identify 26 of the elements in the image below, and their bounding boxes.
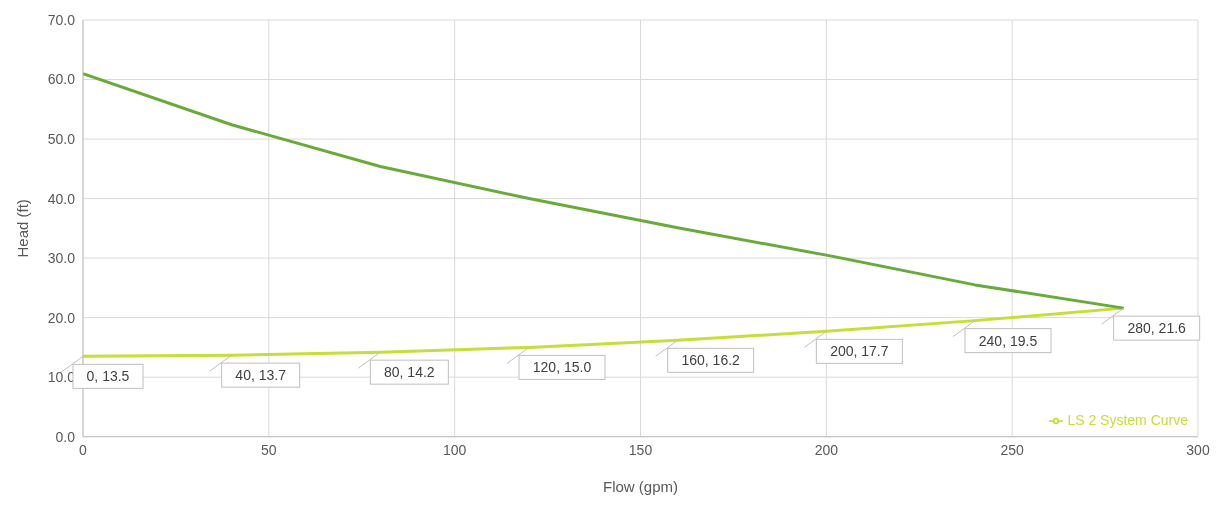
legend-label: LS 2 System Curve [1067,411,1188,428]
y-tick-label: 70.0 [47,11,76,28]
line-series [83,72,1126,310]
x-tick-label: 250 [1000,441,1025,458]
data-label: 40, 13.7 [235,367,287,384]
data-label: 120, 15.0 [532,359,592,376]
x-tick-label: 50 [261,441,277,458]
x-tick-label: 150 [628,441,653,458]
data-label: 240, 19.5 [978,332,1038,349]
y-tick-label: 50.0 [47,131,76,148]
y-axis-title: Head (ft) [14,199,32,258]
x-axis-title: Flow (gpm) [602,477,679,495]
data-label: 160, 16.2 [681,352,741,369]
data-label: 80, 14.2 [384,364,435,381]
data-label: 280, 21.6 [1127,320,1187,337]
y-tick-label: 40.0 [47,190,76,207]
x-tick-label: 0 [79,441,88,458]
x-tick-label: 200 [814,441,839,458]
data-label: 0, 13.5 [86,368,130,385]
y-tick-label: 20.0 [47,309,76,326]
y-tick-label: 0.0 [55,428,76,445]
data-label: 200, 17.7 [830,343,889,360]
x-tick-label: 300 [1186,441,1210,458]
y-tick-label: 30.0 [47,250,76,267]
x-tick-label: 100 [442,441,467,458]
y-tick-label: 60.0 [47,71,76,88]
